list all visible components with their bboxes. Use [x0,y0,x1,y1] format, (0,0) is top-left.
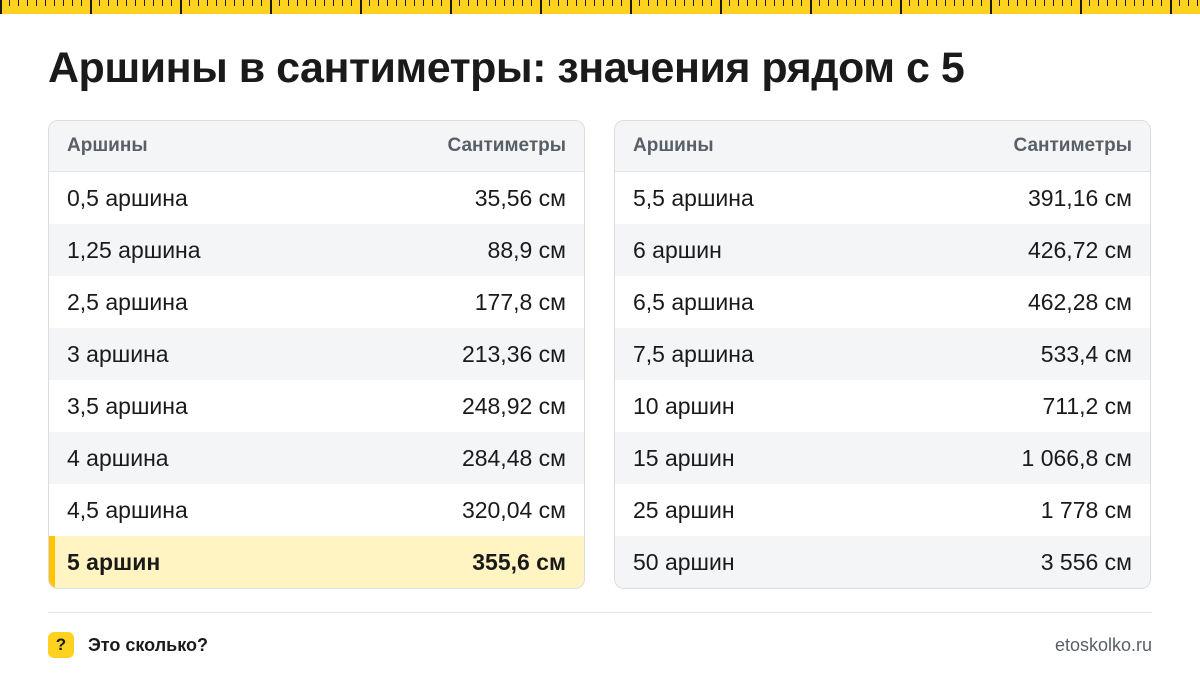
footer: ? Это сколько? etoskolko.ru [48,632,1152,658]
table-row: 3 аршина 213,36 см [49,328,584,380]
cell-centimeters: 391,16 см [1028,185,1132,212]
cell-arshins: 4,5 аршина [67,497,188,524]
cell-centimeters: 462,28 см [1028,289,1132,316]
column-header-centimeters: Сантиметры [1014,135,1133,157]
cell-centimeters: 1 066,8 см [1022,445,1132,472]
cell-centimeters: 213,36 см [462,341,566,368]
table-header: Аршины Сантиметры [49,121,584,172]
brand[interactable]: ? Это сколько? [48,632,208,658]
table-row: 4 аршина 284,48 см [49,432,584,484]
table-row: 5,5 аршина 391,16 см [615,172,1150,224]
conversion-table-right: Аршины Сантиметры 5,5 аршина 391,16 см 6… [614,120,1151,589]
cell-centimeters: 426,72 см [1028,237,1132,264]
footer-divider [48,612,1152,613]
table-row: 0,5 аршина 35,56 см [49,172,584,224]
table-row: 2,5 аршина 177,8 см [49,276,584,328]
column-header-arshins: Аршины [633,135,714,157]
table-row: 10 аршин 711,2 см [615,380,1150,432]
table-row: 4,5 аршина 320,04 см [49,484,584,536]
table-row: 6,5 аршина 462,28 см [615,276,1150,328]
table-row-highlighted: 5 аршин 355,6 см [49,536,584,588]
cell-centimeters: 284,48 см [462,445,566,472]
table-row: 6 аршин 426,72 см [615,224,1150,276]
cell-centimeters: 88,9 см [488,237,566,264]
cell-arshins: 5 аршин [67,549,160,576]
site-url[interactable]: etoskolko.ru [1055,635,1152,656]
cell-arshins: 4 аршина [67,445,169,472]
cell-centimeters: 35,56 см [475,185,566,212]
cell-centimeters: 320,04 см [462,497,566,524]
cell-centimeters: 3 556 см [1041,549,1132,576]
conversion-table-left: Аршины Сантиметры 0,5 аршина 35,56 см 1,… [48,120,585,589]
cell-centimeters: 248,92 см [462,393,566,420]
cell-arshins: 1,25 аршина [67,237,201,264]
cell-arshins: 3,5 аршина [67,393,188,420]
cell-arshins: 7,5 аршина [633,341,754,368]
cell-arshins: 5,5 аршина [633,185,754,212]
question-mark-icon: ? [48,632,74,658]
ruler-strip [0,0,1200,14]
cell-centimeters: 355,6 см [472,549,566,576]
cell-centimeters: 711,2 см [1042,393,1132,420]
table-header: Аршины Сантиметры [615,121,1150,172]
page-title: Аршины в сантиметры: значения рядом с 5 [48,44,964,93]
cell-arshins: 50 аршин [633,549,735,576]
cell-arshins: 0,5 аршина [67,185,188,212]
table-row: 25 аршин 1 778 см [615,484,1150,536]
cell-centimeters: 177,8 см [475,289,566,316]
cell-arshins: 3 аршина [67,341,169,368]
cell-arshins: 25 аршин [633,497,735,524]
column-header-arshins: Аршины [67,135,148,157]
brand-name: Это сколько? [88,635,208,656]
cell-arshins: 6 аршин [633,237,722,264]
cell-arshins: 2,5 аршина [67,289,188,316]
cell-arshins: 10 аршин [633,393,735,420]
cell-centimeters: 533,4 см [1041,341,1132,368]
table-row: 3,5 аршина 248,92 см [49,380,584,432]
table-row: 7,5 аршина 533,4 см [615,328,1150,380]
cell-arshins: 6,5 аршина [633,289,754,316]
column-header-centimeters: Сантиметры [448,135,567,157]
table-row: 1,25 аршина 88,9 см [49,224,584,276]
table-row: 50 аршин 3 556 см [615,536,1150,588]
table-row: 15 аршин 1 066,8 см [615,432,1150,484]
cell-centimeters: 1 778 см [1041,497,1132,524]
cell-arshins: 15 аршин [633,445,735,472]
